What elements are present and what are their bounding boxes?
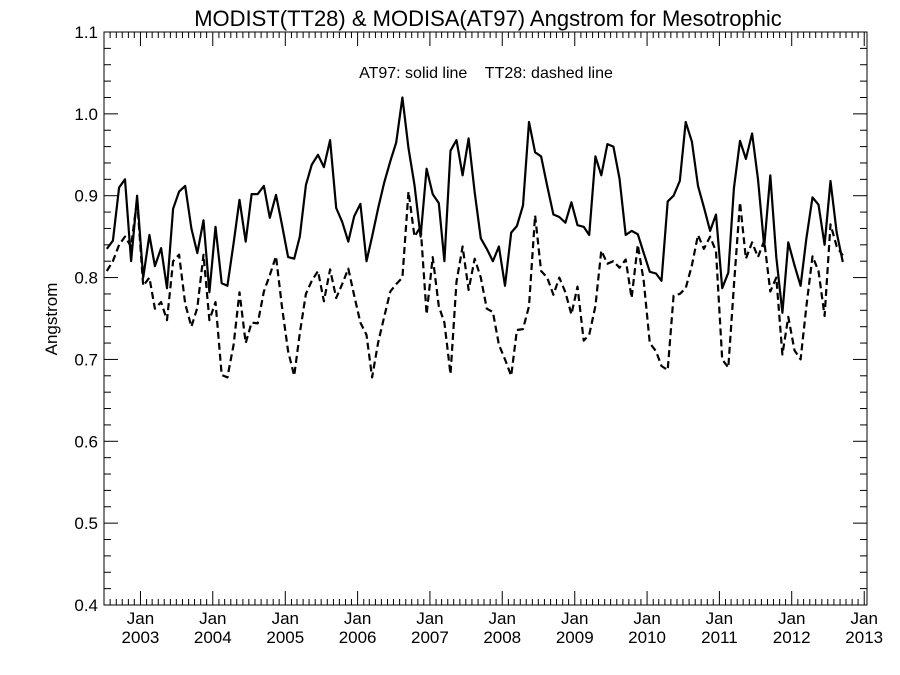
- y-tick-label: 0.5: [74, 514, 98, 533]
- x-tick-year-label: 2005: [266, 628, 304, 647]
- x-tick-year-label: 2013: [845, 628, 883, 647]
- y-tick-label: 0.9: [74, 187, 98, 206]
- y-tick-label: 0.8: [74, 269, 98, 288]
- series-line-tt28: [105, 190, 844, 379]
- x-tick-month-label: Jan: [127, 609, 154, 628]
- x-tick-year-label: 2007: [411, 628, 449, 647]
- x-tick-month-label: Jan: [416, 609, 443, 628]
- x-tick-year-label: 2009: [556, 628, 594, 647]
- x-tick-month-label: Jan: [344, 609, 371, 628]
- y-tick-label: 0.7: [74, 350, 98, 369]
- x-tick-month-label: Jan: [633, 609, 660, 628]
- y-tick-label: 0.4: [74, 596, 98, 615]
- x-tick-month-label: Jan: [851, 609, 878, 628]
- x-tick-month-label: Jan: [199, 609, 226, 628]
- y-axis-label: Angstrom: [42, 283, 61, 356]
- x-tick-year-label: 2012: [773, 628, 811, 647]
- x-tick-month-label: Jan: [706, 609, 733, 628]
- x-tick-month-label: Jan: [561, 609, 588, 628]
- x-tick-year-label: 2004: [194, 628, 232, 647]
- x-tick-month-label: Jan: [778, 609, 805, 628]
- series-lines: [105, 96, 844, 379]
- chart-title: MODIST(TT28) & MODISA(AT97) Angstrom for…: [194, 6, 782, 31]
- y-tick-label: 0.6: [74, 432, 98, 451]
- plot-frame: [103, 31, 868, 606]
- x-tick-year-label: 2010: [628, 628, 666, 647]
- x-tick-year-label: 2006: [339, 628, 377, 647]
- x-tick-year-label: 2003: [122, 628, 160, 647]
- x-tick-year-label: 2011: [701, 628, 738, 647]
- y-tick-label: 1.1: [74, 23, 98, 42]
- x-tick-year-label: 2008: [483, 628, 521, 647]
- legend-annotation: AT97: solid line TT28: dashed line: [359, 65, 613, 82]
- series-line-at97: [105, 96, 844, 314]
- x-tick-month-label: Jan: [272, 609, 299, 628]
- axes: 0.40.50.60.70.80.91.01.1Jan2003Jan2004Ja…: [74, 23, 883, 647]
- x-tick-month-label: Jan: [489, 609, 516, 628]
- y-tick-label: 1.0: [74, 105, 98, 124]
